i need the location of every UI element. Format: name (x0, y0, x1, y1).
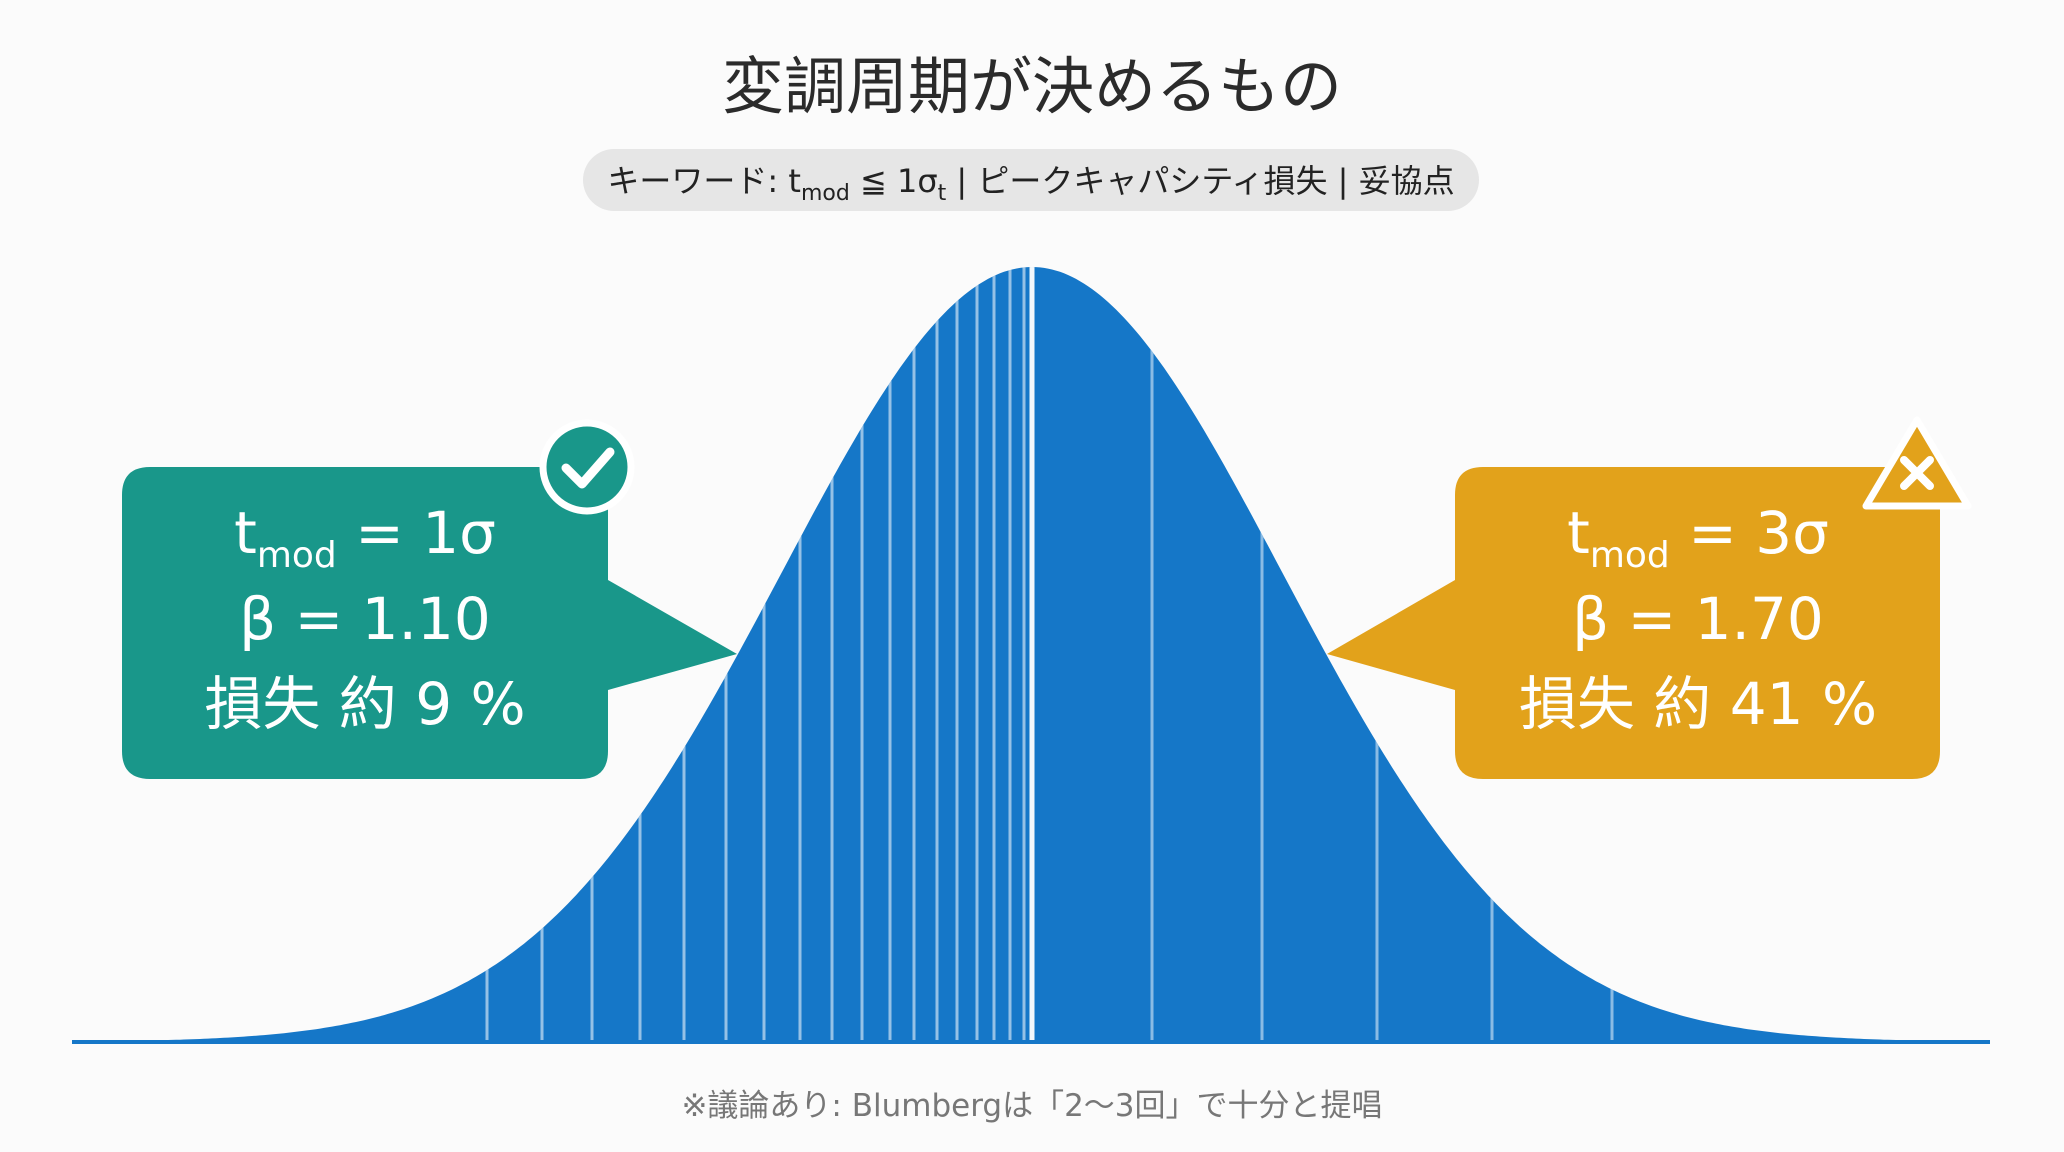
beta: β = 1.70 (1572, 585, 1824, 653)
check-mark (561, 447, 615, 489)
t-line: tmod = 3σ (1567, 499, 1829, 576)
footnote: ※議論あり: Blumbergは「2〜3回」で十分と提唱 (681, 1088, 1382, 1124)
t-value: = 3σ (1670, 499, 1829, 567)
keywords: キーワード: tmod ≦ 1σt | ピークキャパシティ損失 | 妥協点 (607, 162, 1454, 206)
t: t (1567, 499, 1590, 567)
t-line: tmod = 1σ (234, 499, 496, 576)
keyword-prefix: キーワード: (607, 162, 788, 200)
callout-good: tmod = 1σ β = 1.10 損失 約 9 % (122, 419, 737, 779)
title: 変調周期が決めるもの (722, 50, 1342, 123)
keyword-pill (583, 149, 1479, 211)
t-value: = 1σ (337, 499, 496, 567)
keyword-relation: ≦ 1σ (850, 162, 938, 200)
keyword-t-sub: mod (801, 181, 850, 206)
t: t (234, 499, 257, 567)
keyword-sigma-sub: t (938, 181, 947, 206)
callout-box (122, 467, 737, 779)
beta: β = 1.10 (239, 585, 491, 653)
keyword-t: t (788, 162, 801, 200)
loss: 損失 約 41 % (1519, 670, 1877, 738)
loss: 損失 約 9 % (204, 670, 525, 738)
t-sub: mod (257, 535, 337, 576)
t-sub: mod (1590, 535, 1670, 576)
callout-box (1327, 467, 1940, 779)
cross-mark (1900, 456, 1934, 490)
callout-bad: tmod = 3σ β = 1.70 損失 約 41 % (1327, 416, 1972, 779)
warning-icon (1862, 416, 1972, 510)
check-icon (539, 419, 635, 515)
keyword-rest: | ピークキャパシティ損失 | 妥協点 (946, 162, 1454, 200)
